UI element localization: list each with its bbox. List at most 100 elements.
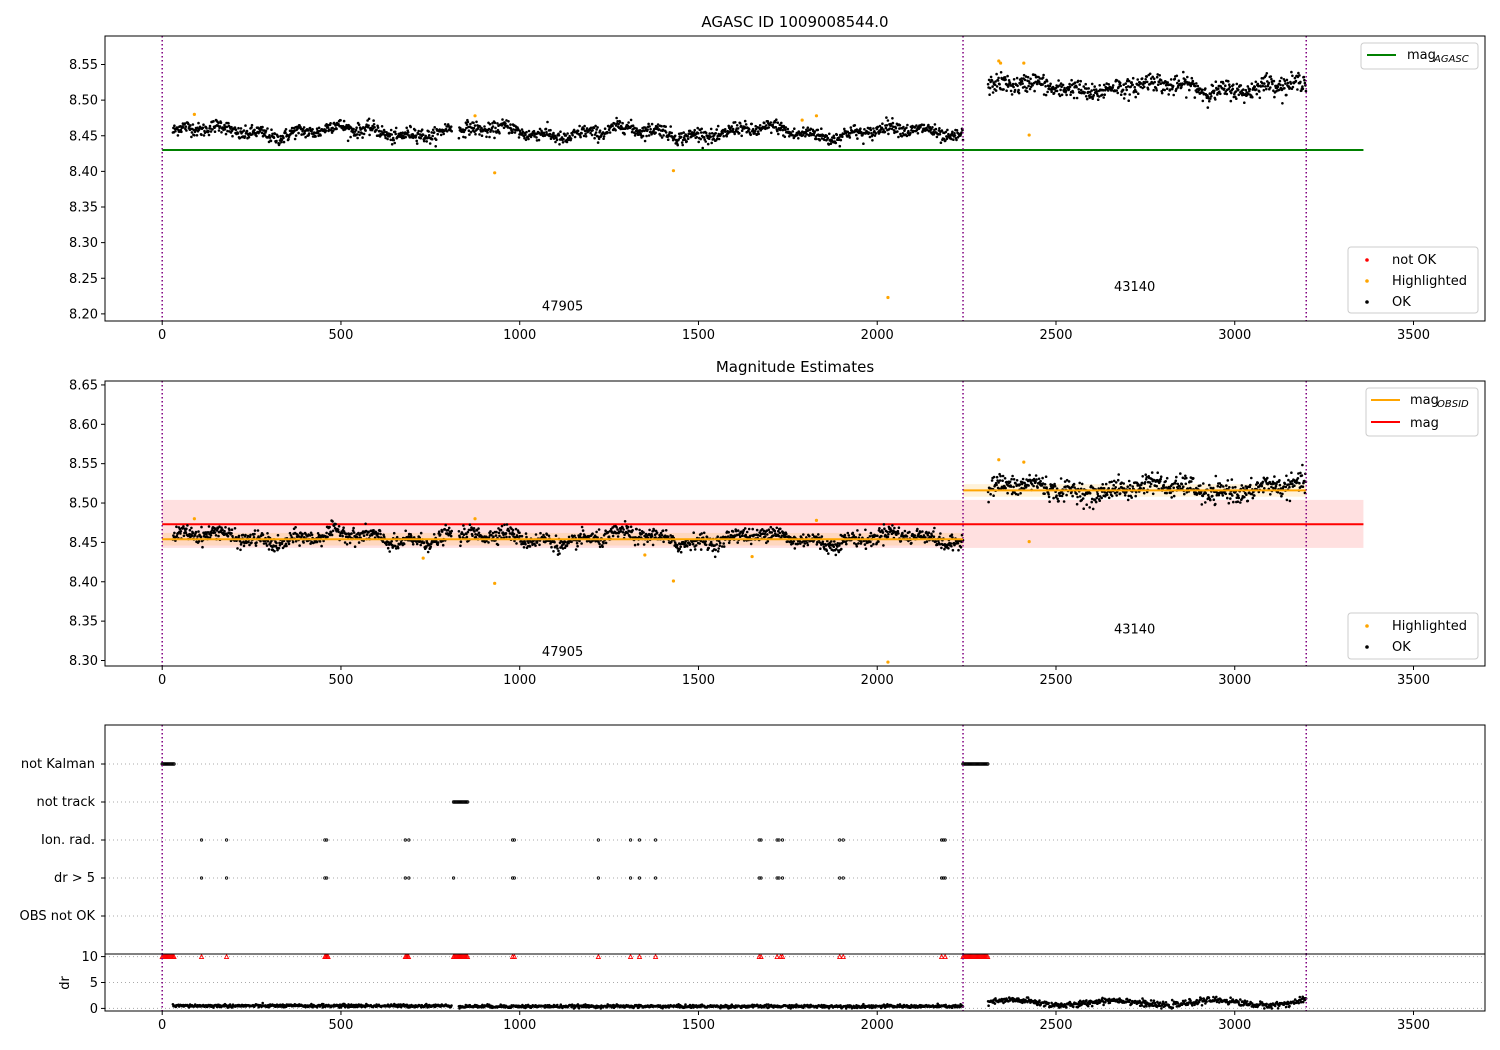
ok-point [1283,87,1286,90]
ok-point [422,541,426,544]
ok-point [1028,87,1032,91]
ok-point [660,136,664,139]
ok-point [1271,82,1274,86]
ok-point [827,552,830,555]
ok-point [1133,85,1136,89]
ok-point [758,124,762,127]
ok-point [472,126,476,130]
ok-point [927,531,931,534]
ok-point [1224,492,1228,496]
obsid-label-43140-top: 43140 [1114,280,1155,295]
y-tick-label: 8.45 [69,129,98,144]
ok-point [934,540,938,543]
ok-point [792,540,796,543]
ok-point [718,544,721,547]
ok-point [312,131,316,134]
ok-point [1255,92,1259,96]
ok-point [473,124,477,127]
ok-point [1179,472,1182,475]
ok-point [842,132,846,136]
ok-point [462,524,465,527]
ok-point [1145,80,1149,84]
x-tick-label: 0 [158,673,166,688]
ok-point [595,530,598,534]
ok-point [331,529,335,533]
ok-point [987,78,991,82]
ok-point [276,135,280,139]
ok-point [390,540,394,543]
ok-point [821,540,825,544]
ok-point [796,133,799,137]
ok-point [244,533,247,537]
ok-point [527,137,530,141]
ok-point [825,549,829,552]
ok-point [784,126,788,129]
ok-point [634,132,637,135]
ok-point [1185,476,1188,480]
ok-point [1101,483,1104,486]
ok-point [646,540,649,543]
ok-point [1052,91,1056,95]
ok-point [932,132,936,136]
ok-point [1246,85,1250,88]
ok-point [1249,483,1252,487]
flag-point [596,838,600,842]
ok-point [1070,78,1073,82]
ok-point [1044,475,1048,479]
ok-point [916,132,920,135]
ok-point [1058,94,1062,98]
ok-point [1075,502,1079,506]
ok-point [660,534,664,537]
ok-point [226,129,229,133]
ok-point [440,530,444,533]
ok-point [1237,88,1240,92]
ok-point [774,120,777,124]
ok-point [763,121,766,125]
ok-point [891,524,894,527]
ok-point [334,124,337,127]
ok-point [266,532,269,535]
ok-point [250,123,254,127]
flag-point [780,838,785,842]
ok-point [779,527,782,531]
ok-point [443,123,447,126]
ok-point [441,543,445,547]
ok-point [450,129,454,133]
ok-point [515,542,518,545]
ok-point [341,534,344,538]
ok-point [525,535,528,539]
ok-point [176,126,179,129]
ok-point [558,143,561,146]
ok-point [524,138,528,142]
ok-point [200,525,203,529]
ok-point [558,552,561,555]
ok-point [214,534,218,537]
ok-point [766,533,769,536]
ok-point [1210,95,1213,98]
ok-point [511,528,515,532]
ok-point [195,134,199,137]
ok-point [627,121,630,124]
ok-point [849,131,852,135]
ok-point [1141,475,1144,478]
ok-point [819,547,822,550]
ok-point [1266,476,1269,480]
ok-point [1115,494,1118,497]
ok-point [367,124,370,127]
ok-point [236,547,239,550]
ok-point [1022,73,1026,77]
ok-point [1006,491,1009,495]
ok-point [1229,99,1233,103]
ok-point [273,549,276,553]
ok-point [1001,474,1005,478]
ok-point [557,134,561,137]
ok-point [765,124,768,127]
ok-point [832,134,836,138]
ok-point [990,479,994,482]
ok-point [1195,82,1198,85]
ok-point [960,131,963,134]
ok-point [770,131,773,135]
ok-point [1073,486,1076,489]
ok-point [193,134,196,137]
ok-point [1303,78,1306,82]
